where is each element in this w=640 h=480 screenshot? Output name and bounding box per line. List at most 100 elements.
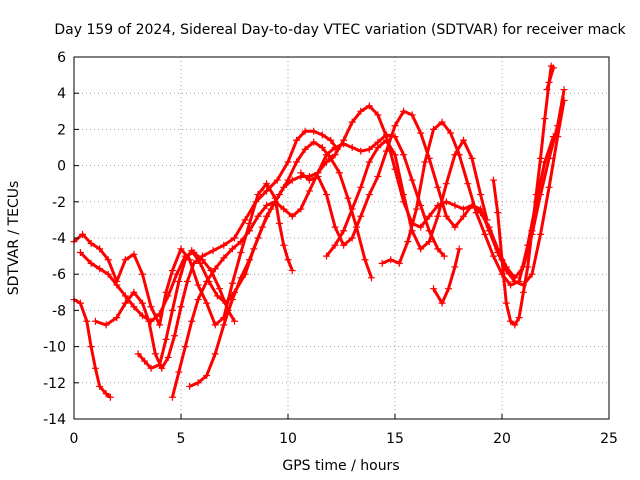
data-point-marker xyxy=(408,111,416,119)
data-point-marker xyxy=(288,176,296,184)
data-point-marker xyxy=(524,263,532,271)
data-point-marker xyxy=(451,223,459,231)
data-point-marker xyxy=(417,223,425,231)
data-point-marker xyxy=(318,144,326,151)
data-point-marker xyxy=(519,288,527,296)
x-tick-label: 25 xyxy=(600,431,618,447)
data-point-marker xyxy=(297,169,305,177)
data-point-marker xyxy=(335,169,343,177)
data-point-marker xyxy=(222,299,230,307)
data-point-marker xyxy=(305,176,313,184)
data-point-marker xyxy=(263,187,271,195)
data-point-marker xyxy=(162,335,170,343)
data-point-marker xyxy=(134,350,142,358)
y-tick-label: -14 xyxy=(43,412,66,428)
data-point-marker xyxy=(323,191,331,199)
data-point-marker xyxy=(318,131,326,139)
data-point-marker xyxy=(104,256,112,264)
data-point-marker xyxy=(357,147,365,155)
series-track-4 xyxy=(91,127,341,372)
data-point-marker xyxy=(331,144,339,151)
data-point-marker xyxy=(528,270,536,278)
data-point-marker xyxy=(348,144,356,151)
data-point-marker xyxy=(365,102,373,110)
y-tick-label: -2 xyxy=(52,195,66,211)
data-point-marker xyxy=(211,265,219,273)
data-point-marker xyxy=(378,259,386,267)
data-point-marker xyxy=(263,180,271,188)
data-point-marker xyxy=(271,198,279,206)
data-point-marker xyxy=(498,256,506,264)
data-point-marker xyxy=(168,393,176,401)
data-point-marker xyxy=(301,127,309,135)
data-point-marker xyxy=(79,230,87,238)
data-point-marker xyxy=(147,364,155,372)
data-point-marker xyxy=(263,201,271,209)
data-point-marker xyxy=(237,238,245,246)
data-point-marker xyxy=(560,96,568,104)
data-point-marker xyxy=(541,115,549,123)
data-point-marker xyxy=(532,191,540,199)
data-point-marker xyxy=(245,220,253,228)
data-point-marker xyxy=(147,303,155,311)
data-point-marker xyxy=(331,151,339,159)
data-point-marker xyxy=(220,321,228,329)
data-point-marker xyxy=(515,314,523,322)
data-point-marker xyxy=(541,158,549,166)
data-point-marker xyxy=(468,154,476,162)
data-point-marker xyxy=(164,353,172,361)
series-line xyxy=(325,138,489,258)
data-point-marker xyxy=(404,238,412,246)
data-point-marker xyxy=(459,205,467,213)
series-track-1 xyxy=(70,180,296,329)
series-track-12 xyxy=(489,62,557,329)
data-point-marker xyxy=(494,209,502,217)
data-point-marker xyxy=(549,64,557,72)
series-track-3 xyxy=(76,248,238,325)
data-point-marker xyxy=(245,227,253,235)
data-point-marker xyxy=(254,212,262,220)
data-point-marker xyxy=(275,220,283,228)
data-point-marker xyxy=(237,274,245,282)
data-point-marker xyxy=(528,227,536,235)
data-point-marker xyxy=(560,86,568,94)
data-point-marker xyxy=(293,136,301,144)
series-line xyxy=(491,64,555,327)
data-point-marker xyxy=(228,279,236,287)
data-point-marker xyxy=(288,212,296,220)
data-point-marker xyxy=(425,238,433,246)
series-line xyxy=(73,298,112,399)
data-point-marker xyxy=(382,147,390,155)
grid xyxy=(74,57,609,419)
series-track-11 xyxy=(430,245,463,307)
data-point-marker xyxy=(87,239,95,247)
series-line xyxy=(170,133,446,398)
data-point-marker xyxy=(177,303,185,311)
data-point-marker xyxy=(252,198,260,206)
y-tick-label: -12 xyxy=(43,376,66,392)
data-point-marker xyxy=(348,118,356,126)
data-point-marker xyxy=(156,310,164,318)
data-point-marker xyxy=(387,256,395,264)
data-point-marker xyxy=(537,230,545,238)
data-point-marker xyxy=(203,277,211,285)
data-point-marker xyxy=(502,299,510,307)
data-point-marker xyxy=(434,183,442,191)
data-point-marker xyxy=(367,274,375,282)
data-point-marker xyxy=(280,241,288,249)
x-tick-label: 20 xyxy=(493,431,511,447)
data-point-marker xyxy=(310,127,318,135)
series-track-5 xyxy=(134,138,375,372)
data-point-marker xyxy=(130,250,138,258)
data-point-marker xyxy=(382,136,390,144)
data-point-marker xyxy=(549,133,557,141)
data-point-marker xyxy=(121,256,129,264)
data-point-marker xyxy=(168,267,176,275)
data-point-marker xyxy=(76,299,84,307)
data-point-marker xyxy=(213,292,221,300)
plot-area xyxy=(70,62,568,401)
data-point-marker xyxy=(231,234,238,242)
data-point-marker xyxy=(156,321,164,329)
data-point-marker xyxy=(323,151,331,159)
